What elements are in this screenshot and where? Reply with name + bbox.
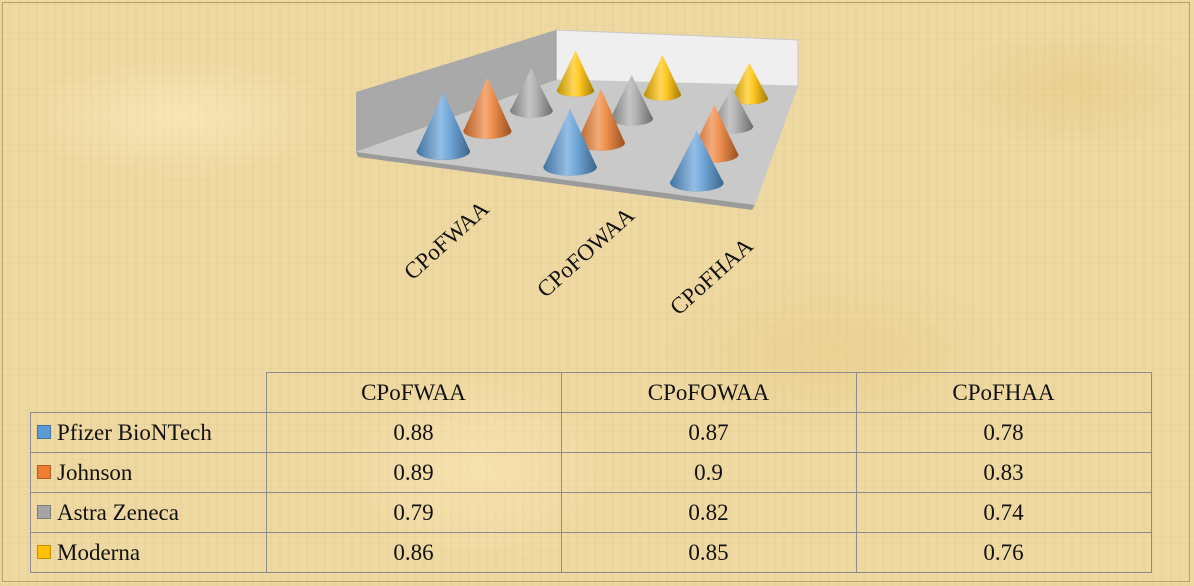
table-cell: 0.74 bbox=[855, 492, 1152, 533]
floor-front-edge bbox=[356, 152, 755, 210]
cone-body bbox=[556, 50, 595, 97]
cone-body bbox=[670, 130, 724, 192]
cone-moderna-3 bbox=[730, 62, 769, 105]
cone-body bbox=[416, 92, 471, 160]
cone-pfizer-biontech-2 bbox=[543, 108, 597, 176]
legend-key-pfizer bbox=[37, 425, 51, 440]
row-header: Johnson bbox=[30, 452, 267, 493]
series-name: Astra Zeneca bbox=[57, 499, 179, 525]
table-cell: 0.89 bbox=[265, 452, 562, 493]
row-header: Moderna bbox=[30, 532, 267, 573]
table-cell: 0.83 bbox=[855, 452, 1152, 493]
cone-johnson-2 bbox=[576, 88, 625, 151]
table-col-header: CPoFOWAA bbox=[560, 372, 857, 413]
cone-body bbox=[576, 88, 625, 151]
cone-moderna-1 bbox=[556, 50, 595, 97]
table-row: Astra Zeneca 0.79 0.82 0.74 bbox=[30, 492, 1152, 533]
cone-astra-zeneca-1 bbox=[510, 68, 553, 118]
table-cell: 0.79 bbox=[265, 492, 562, 533]
cone-moderna-2 bbox=[643, 54, 682, 101]
cone-astra-zeneca-2 bbox=[610, 74, 653, 126]
table-cell: 0.87 bbox=[560, 412, 857, 453]
cones-layer bbox=[416, 50, 769, 192]
x-tick-label: CPoFOWAA bbox=[532, 202, 639, 302]
series-name: Pfizer BioNTech bbox=[57, 419, 212, 445]
series-name: Moderna bbox=[57, 539, 141, 565]
cone-body bbox=[510, 68, 553, 118]
cone-body bbox=[543, 108, 597, 176]
x-axis-labels: CPoFWAA CPoFOWAA CPoFHAA bbox=[399, 196, 758, 320]
cone-body bbox=[643, 54, 682, 101]
table-cell: 0.85 bbox=[560, 532, 857, 573]
legend-key-moderna bbox=[37, 545, 51, 560]
cone-body bbox=[463, 77, 512, 139]
row-header: Pfizer BioNTech bbox=[30, 412, 267, 453]
cone-johnson-1 bbox=[463, 77, 512, 139]
series-name: Johnson bbox=[57, 459, 133, 485]
table-cell: 0.88 bbox=[265, 412, 562, 453]
table-cell: 0.76 bbox=[855, 532, 1152, 573]
table-row: Pfizer BioNTech 0.88 0.87 0.78 bbox=[30, 412, 1152, 453]
x-tick-label: CPoFWAA bbox=[399, 196, 494, 285]
cone-body bbox=[730, 62, 769, 105]
cone-pfizer-biontech-3 bbox=[670, 130, 724, 192]
cone-pfizer-biontech-1 bbox=[416, 92, 471, 160]
table-corner bbox=[30, 372, 267, 413]
back-wall bbox=[555, 29, 799, 87]
table-cell: 0.78 bbox=[855, 412, 1152, 453]
legend-key-johnson bbox=[37, 465, 51, 480]
table-cell: 0.9 bbox=[560, 452, 857, 493]
table-cell: 0.86 bbox=[265, 532, 562, 573]
table-row: Johnson 0.89 0.9 0.83 bbox=[30, 452, 1152, 493]
table-col-header: CPoFWAA bbox=[265, 372, 562, 413]
cone-body bbox=[610, 74, 653, 126]
row-header: Astra Zeneca bbox=[30, 492, 267, 533]
table-col-header: CPoFHAA bbox=[855, 372, 1152, 413]
table-cell: 0.82 bbox=[560, 492, 857, 533]
data-table: CPoFWAA CPoFOWAA CPoFHAA Pfizer BioNTech… bbox=[30, 372, 1152, 573]
x-tick-label: CPoFHAA bbox=[665, 233, 758, 320]
legend-key-astrazeneca bbox=[37, 505, 51, 520]
table-header-row: CPoFWAA CPoFOWAA CPoFHAA bbox=[30, 372, 1152, 413]
side-wall bbox=[356, 30, 556, 152]
table-row: Moderna 0.86 0.85 0.76 bbox=[30, 532, 1152, 573]
